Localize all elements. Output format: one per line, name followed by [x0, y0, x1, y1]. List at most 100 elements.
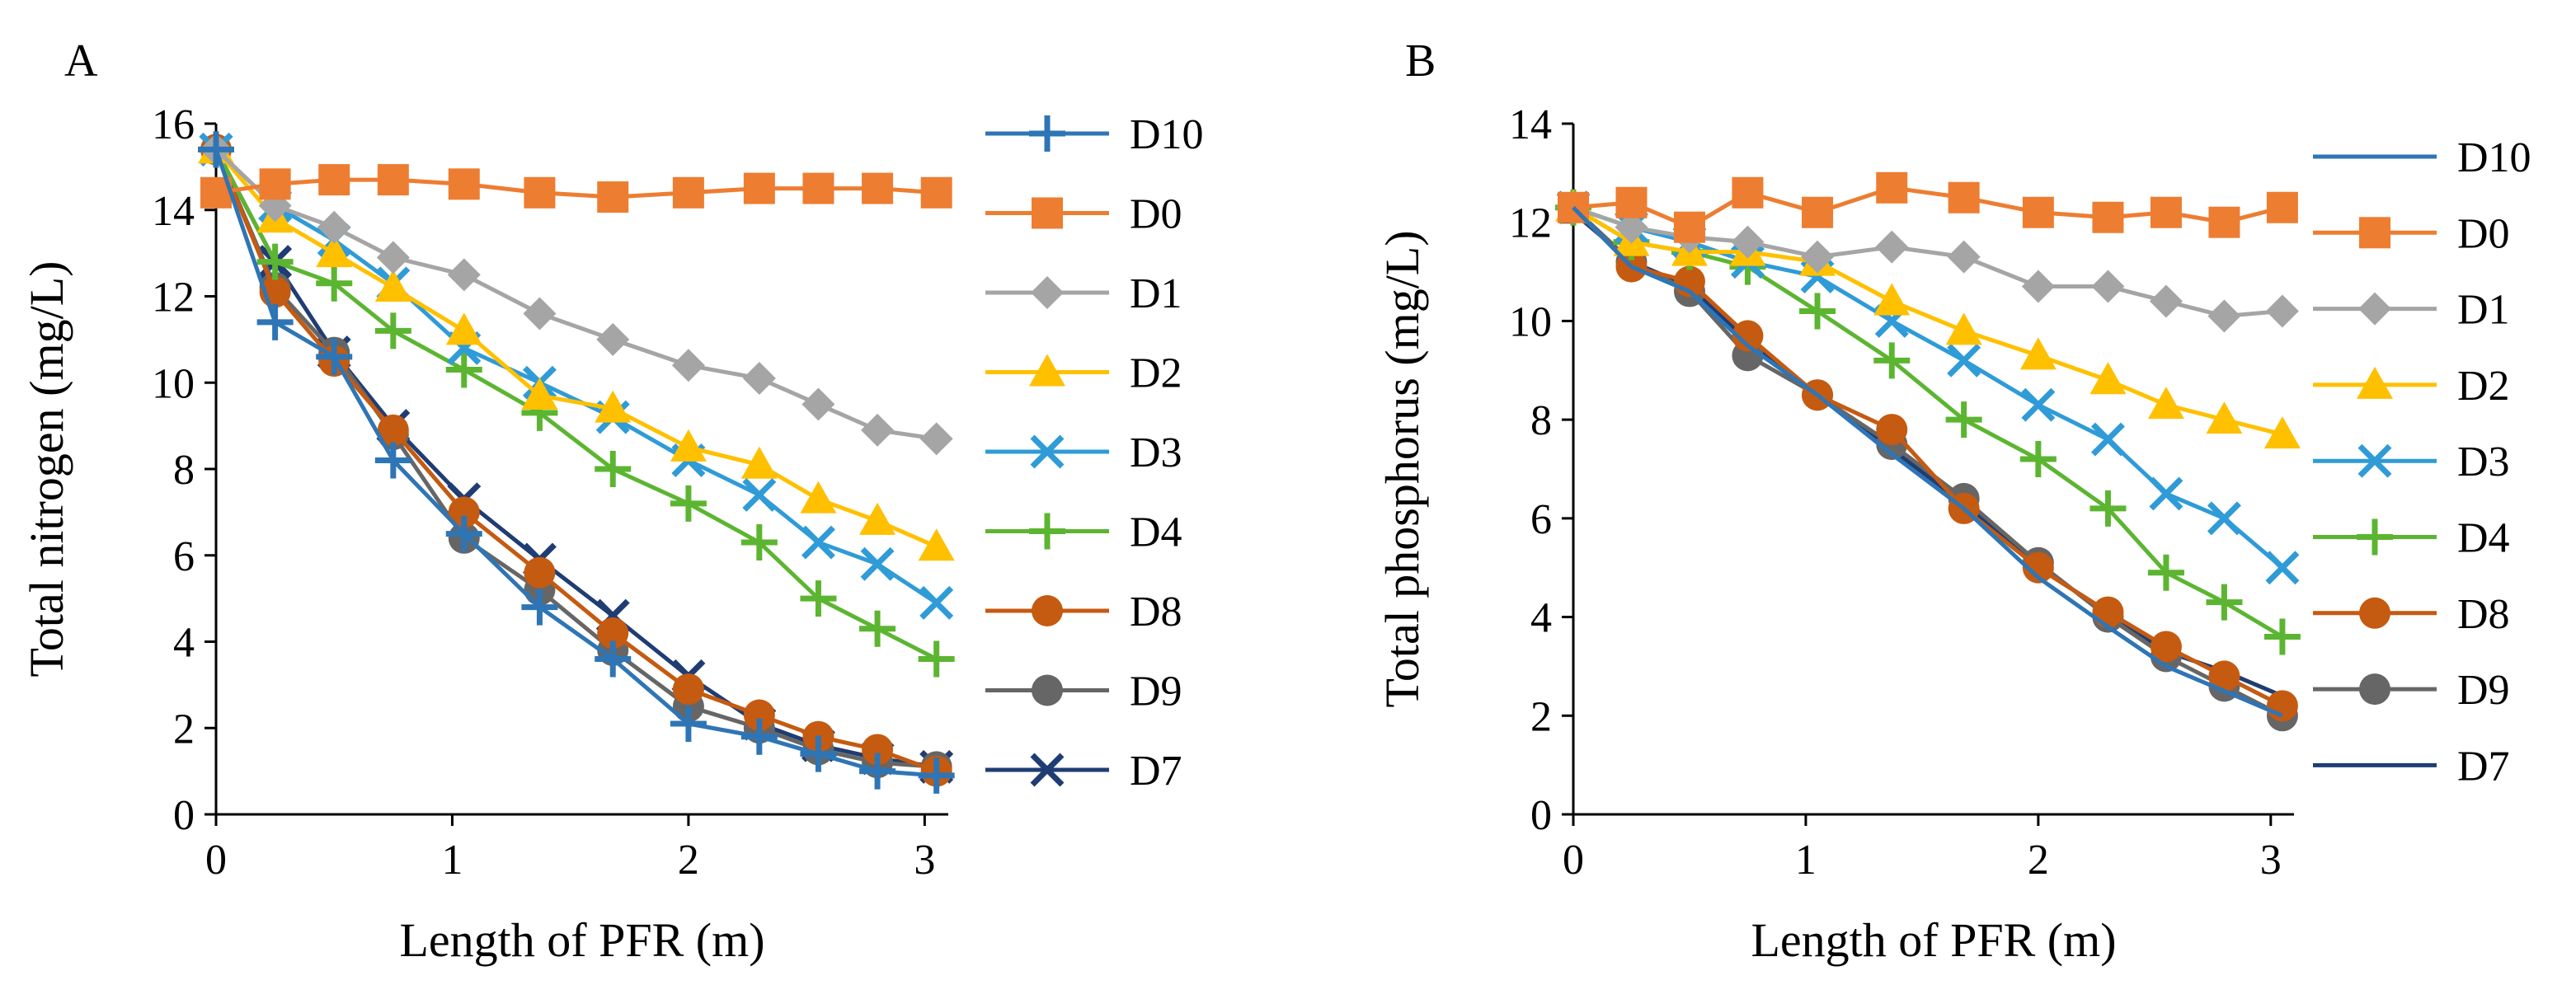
data-point — [2149, 284, 2183, 318]
data-point — [1873, 283, 1911, 316]
legend-label: D3 — [1130, 429, 1182, 476]
series-d0 — [1558, 171, 2298, 243]
data-point — [596, 322, 630, 356]
data-point — [445, 515, 482, 552]
data-point — [447, 258, 481, 292]
x-axis-label: Length of PFR (m) — [1751, 913, 2116, 967]
y-tick-label: 10 — [152, 360, 195, 407]
data-point — [2089, 490, 2127, 527]
legend-marker — [1031, 276, 1064, 309]
legend-marker — [2359, 673, 2390, 706]
legend-item-d9: D9 — [985, 668, 1182, 715]
data-point — [859, 610, 896, 647]
legend-marker — [2358, 292, 2391, 326]
data-point — [316, 235, 353, 268]
data-point — [740, 446, 778, 479]
data-point — [672, 673, 704, 706]
legend-label: D9 — [2457, 667, 2510, 714]
legend-label: D2 — [1130, 350, 1182, 397]
x-tick-label: 3 — [914, 837, 935, 884]
data-point — [1801, 240, 1835, 274]
data-point — [801, 387, 835, 421]
data-point — [918, 640, 955, 678]
data-point — [597, 617, 629, 650]
y-tick-label: 8 — [173, 447, 195, 494]
legend-label: D3 — [2457, 439, 2510, 485]
data-point — [672, 176, 704, 209]
data-point — [2150, 631, 2182, 663]
data-point — [1876, 171, 1908, 204]
legend-marker — [2357, 518, 2393, 556]
y-tick-label: 0 — [1530, 792, 1552, 839]
data-point — [1615, 186, 1648, 218]
series-line — [214, 148, 938, 661]
data-point — [2266, 191, 2298, 223]
legend-label: D10 — [1130, 111, 1204, 158]
data-point — [376, 241, 410, 274]
x-tick-label: 0 — [205, 837, 227, 884]
data-point — [1799, 293, 1836, 330]
legend: D10 D0 D1 D2 D3 D4 D8 D9 D7 — [985, 111, 1204, 795]
legend-item-d8: D8 — [2313, 591, 2510, 638]
data-point — [800, 580, 837, 617]
panel-letter: A — [64, 35, 98, 87]
y-tick-label: 14 — [152, 188, 195, 235]
legend-marker — [2359, 217, 2390, 249]
legend-marker — [1029, 513, 1065, 550]
legend-item-d10: D10 — [2313, 134, 2531, 181]
series-line — [1572, 206, 2283, 718]
y-tick-label: 6 — [1530, 496, 1552, 543]
legend-label: D8 — [2457, 591, 2510, 638]
data-point — [670, 706, 707, 743]
legend-item-d2: D2 — [985, 350, 1182, 397]
data-point — [521, 589, 558, 626]
series-line — [214, 148, 938, 605]
data-point — [2089, 362, 2127, 395]
data-point — [2265, 294, 2299, 328]
legend-label: D4 — [2457, 515, 2510, 562]
legend-item-d0: D0 — [2313, 210, 2510, 257]
data-point — [670, 429, 707, 462]
data-point — [259, 168, 291, 200]
series-d8 — [200, 134, 952, 787]
data-point — [317, 210, 351, 244]
data-point — [859, 502, 896, 535]
data-point — [859, 753, 896, 790]
data-point — [2206, 584, 2243, 621]
data-point — [2206, 401, 2243, 434]
data-point — [2207, 501, 2241, 536]
data-point — [374, 442, 411, 479]
data-point — [1947, 240, 1981, 274]
data-point — [670, 485, 707, 522]
x-tick-label: 0 — [1563, 837, 1584, 884]
y-tick-label: 8 — [1530, 397, 1552, 444]
data-point — [742, 362, 776, 396]
data-point — [1615, 210, 1648, 244]
data-point — [1945, 312, 1982, 345]
data-point — [595, 640, 632, 678]
data-point — [862, 172, 894, 204]
data-point — [671, 349, 705, 382]
legend-label: D7 — [2457, 743, 2510, 790]
data-point — [1873, 342, 1911, 379]
data-point — [1945, 401, 1982, 439]
data-point — [2021, 387, 2056, 422]
data-point — [2091, 270, 2125, 303]
data-point — [597, 181, 629, 213]
data-point — [377, 164, 409, 196]
series-d4 — [198, 131, 955, 678]
data-point — [1673, 211, 1705, 243]
legend-marker — [1029, 354, 1065, 387]
data-point — [918, 757, 955, 794]
data-point — [1732, 320, 1764, 352]
data-point — [1875, 230, 1909, 264]
data-point — [861, 413, 895, 447]
data-point — [801, 525, 835, 560]
x-tick-label: 3 — [2260, 837, 2282, 884]
data-point — [743, 172, 775, 204]
data-point — [524, 176, 556, 209]
data-point — [2022, 196, 2054, 228]
y-axis-label: Total nitrogen (mg/L) — [20, 261, 73, 678]
y-axis-label: Total phosphorus (mg/L) — [1375, 230, 1429, 707]
